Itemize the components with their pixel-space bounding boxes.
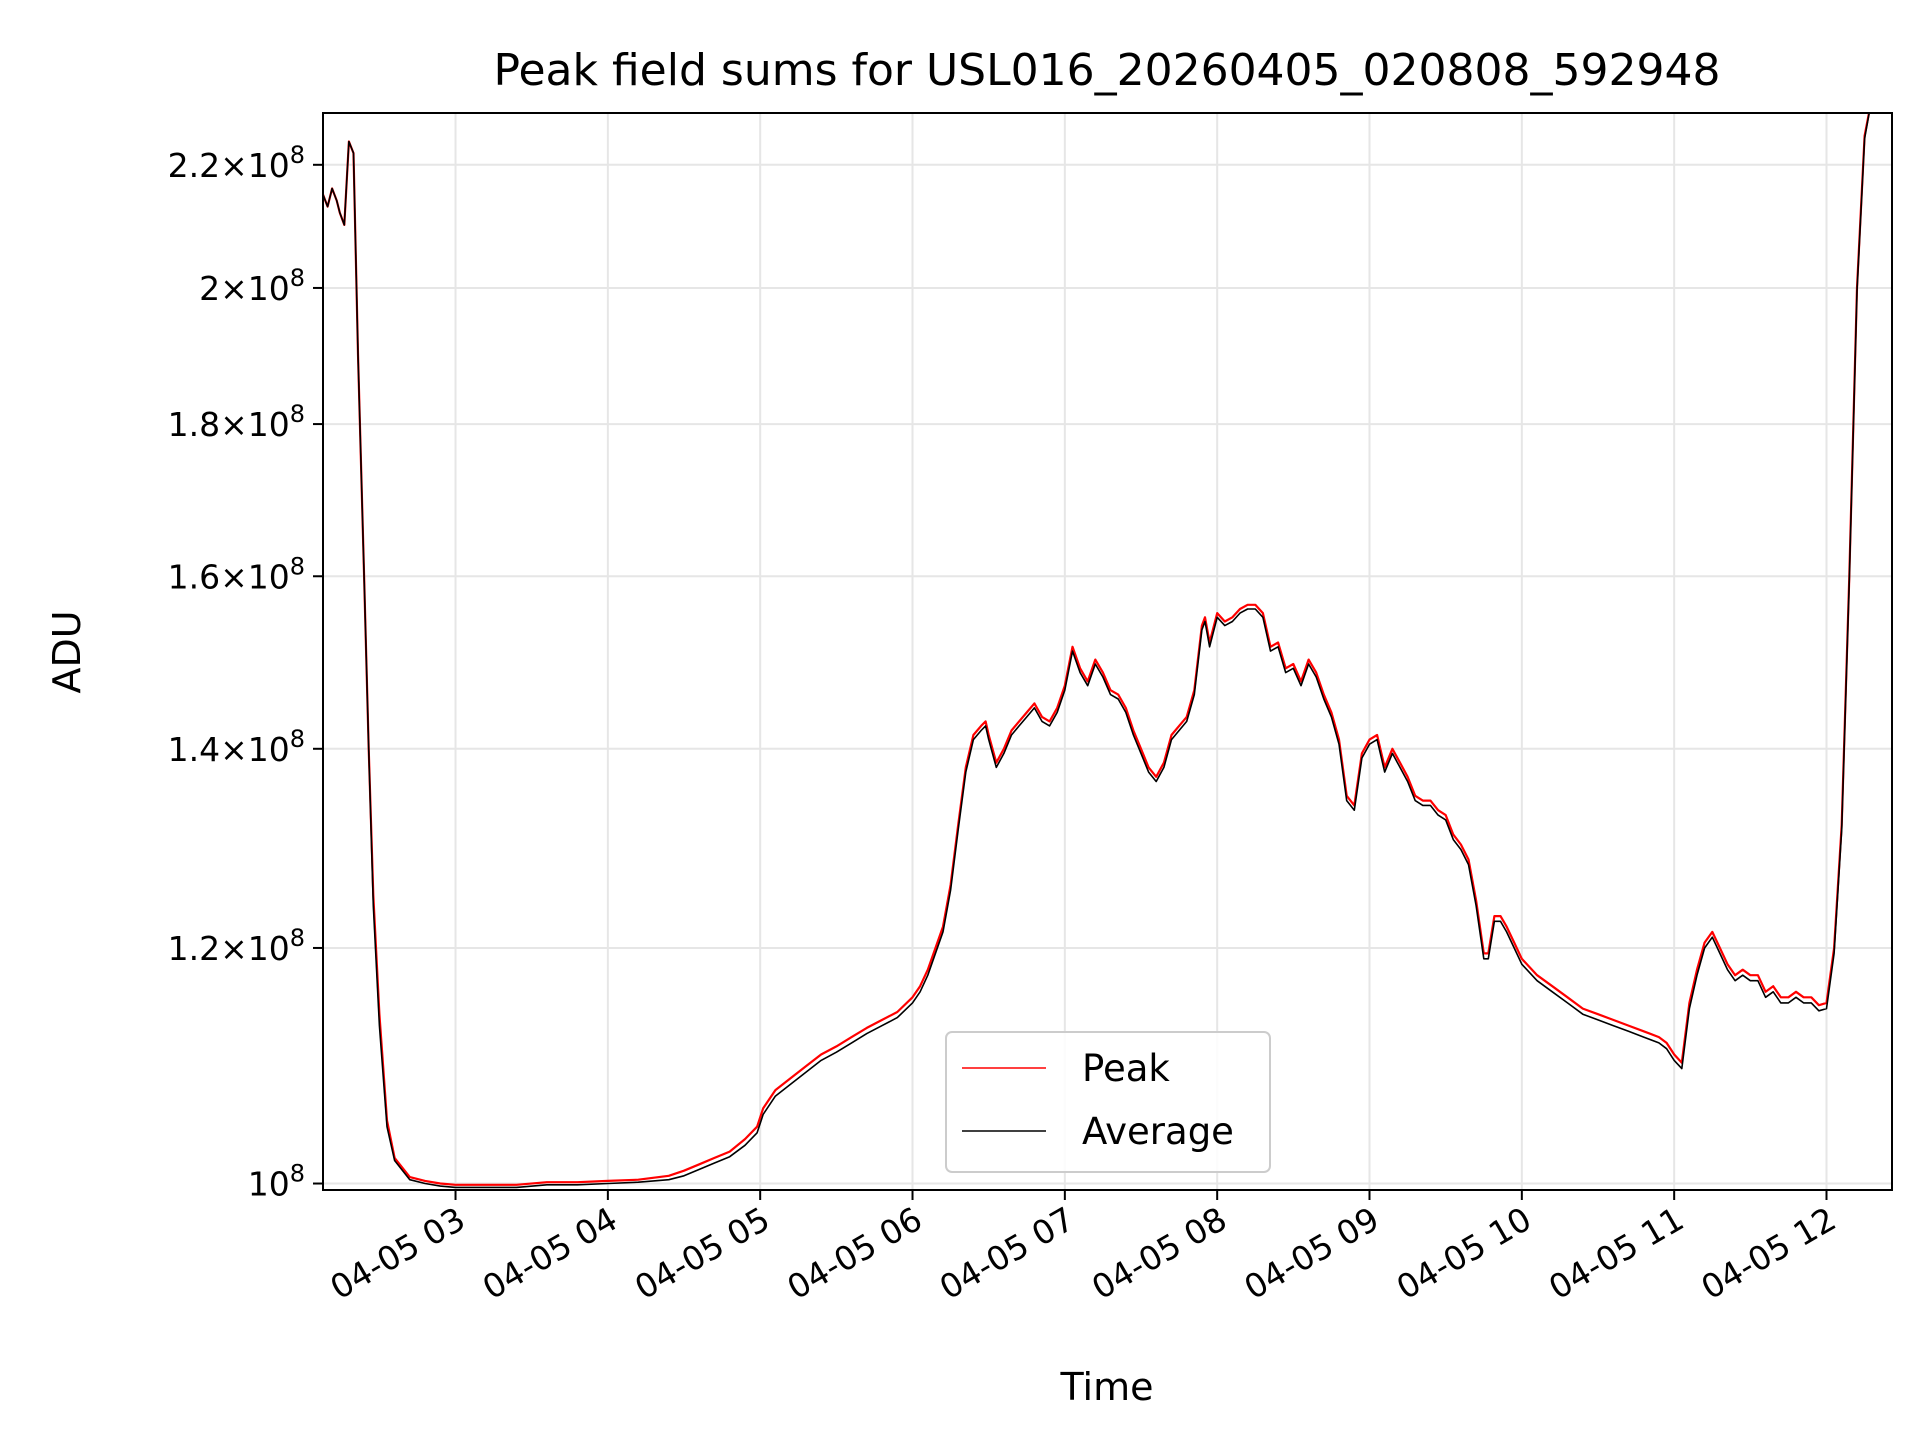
series-layer xyxy=(323,113,1871,1189)
y-tick-label: 1.4×108 xyxy=(168,725,305,769)
x-axis-label: Time xyxy=(1060,1365,1154,1409)
axes-frame xyxy=(322,112,1893,1191)
series-line-average xyxy=(323,113,1871,1189)
grid xyxy=(323,113,1892,1190)
chart-title: Peak field sums for USL016_20260405_0208… xyxy=(494,45,1721,96)
y-tick-label: 1.2×108 xyxy=(168,924,305,968)
y-axis-ticks: 108 1.2×108 1.4×108 1.6×108 1.8×108 2×108 2.2×… xyxy=(168,141,323,1204)
legend: Peak Average xyxy=(945,1031,1271,1173)
legend-label-average: Average xyxy=(1082,1110,1234,1153)
y-tick-label: 1.8×108 xyxy=(168,400,305,444)
y-tick-label: 1.6×108 xyxy=(168,552,305,596)
series-line-peak xyxy=(323,113,1871,1186)
legend-label-peak: Peak xyxy=(1082,1047,1170,1090)
y-tick-label: 2.2×108 xyxy=(168,141,305,185)
y-axis-label: ADU xyxy=(45,610,89,693)
y-tick-label: 108 xyxy=(248,1160,305,1204)
y-tick-label: 2×108 xyxy=(199,264,305,308)
legend-box xyxy=(945,1031,1271,1173)
